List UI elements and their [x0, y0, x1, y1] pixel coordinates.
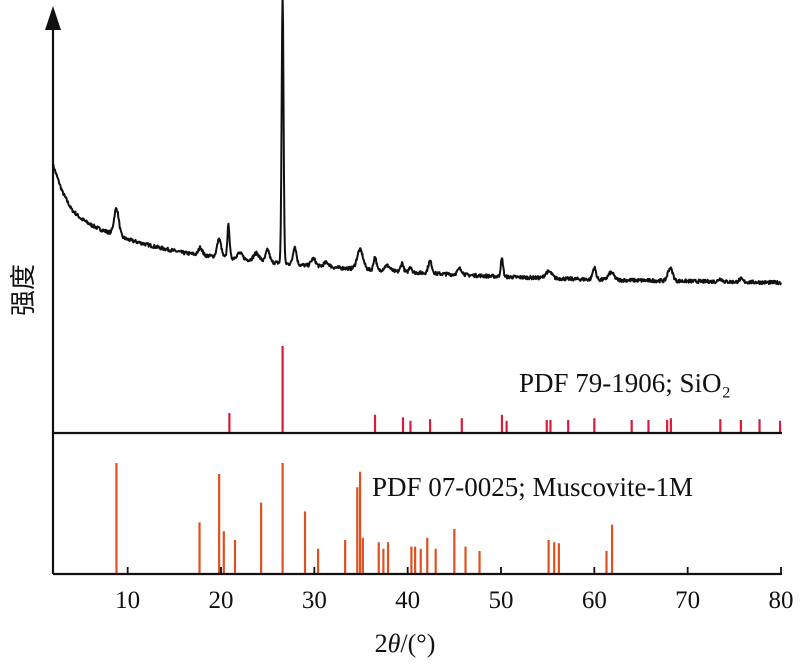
- x-tick-label: 20: [209, 587, 234, 614]
- y-axis-arrow-icon: [45, 6, 61, 30]
- x-tick-label: 50: [489, 587, 514, 614]
- x-tick-label: 10: [115, 587, 140, 614]
- x-axis-title-suffix: /(°): [400, 629, 435, 658]
- y-axis-title-text: 强度: [9, 264, 38, 316]
- x-axis-title-prefix: 2: [375, 629, 388, 658]
- reference-lines-layer: [115, 346, 782, 573]
- x-tick-label: 60: [582, 587, 607, 614]
- x-axis-title-theta: θ: [388, 629, 401, 658]
- xrd-pattern-line: [52, 0, 782, 286]
- x-tick-layer: 10 20 30 40 50 60 70 80: [115, 567, 794, 614]
- ref-label-sio2-text: PDF 79-1906; SiO₂: [519, 368, 731, 398]
- x-tick-label: 40: [395, 587, 420, 614]
- x-tick-label: 70: [675, 587, 700, 614]
- ref-label-muscovite-text: PDF 07-0025; Muscovite-1M: [372, 472, 693, 502]
- ref-label-muscovite: PDF 07-0025; Muscovite-1M: [372, 472, 693, 502]
- ref-label-sio2: PDF 79-1906; SiO₂: [519, 368, 731, 398]
- x-tick-label: 80: [769, 587, 794, 614]
- measured-pattern-layer: [52, 0, 782, 286]
- x-tick-label: 30: [302, 587, 327, 614]
- y-axis-title: 强度: [9, 264, 38, 316]
- x-axis-title: 2θ/(°): [375, 629, 436, 658]
